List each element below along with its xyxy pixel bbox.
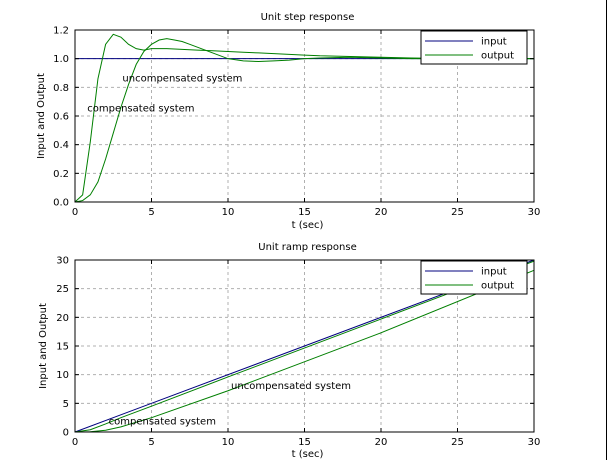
x-axis-label: t (sec)	[292, 220, 324, 231]
legend-label-output: output	[481, 51, 514, 62]
y-tick-label: 0.2	[53, 169, 69, 180]
y-tick-label: 0	[63, 428, 69, 439]
annotation-2: compensated system	[109, 417, 216, 428]
x-tick-label: 30	[528, 437, 541, 448]
y-tick-label: 0.6	[53, 112, 69, 123]
y-tick-label: 5	[63, 399, 69, 410]
y-axis-label: Input and Output	[36, 73, 47, 159]
chart-title: Unit ramp response	[258, 242, 356, 253]
legend-label-input: input	[481, 267, 507, 278]
x-tick-label: 10	[222, 437, 235, 448]
x-tick-label: 25	[451, 207, 464, 218]
chart-2: 0 5 10 15 20 25 30 0 5 10 15 20 25 30 Unit ramp respon…	[38, 242, 540, 460]
y-tick-label: 0.4	[53, 140, 69, 151]
y-tick-label: 0.8	[53, 83, 69, 94]
series-line-output-3	[74, 38, 534, 203]
series-line-output-3	[74, 269, 535, 433]
y-tick-label: 0.0	[53, 198, 69, 209]
y-tick-label: 1.2	[53, 26, 69, 37]
right-frame-edge	[606, 0, 607, 460]
x-tick-label: 5	[148, 207, 154, 218]
y-tick-label: 15	[56, 342, 69, 353]
x-tick-label: 25	[451, 437, 464, 448]
annotation-1: uncompensated system	[231, 381, 351, 392]
x-tick-label: 15	[298, 437, 311, 448]
x-tick-label: 20	[375, 437, 388, 448]
x-tick-label: 15	[298, 207, 311, 218]
chart-1: 0 5 10 15 20 25 30 0.0 0.2 0.4 0.6 0.8 1.0 1.2 Unit st…	[36, 12, 540, 231]
y-tick-label: 10	[56, 370, 69, 381]
y-tick-label: 20	[56, 313, 69, 324]
x-tick-label: 5	[148, 437, 154, 448]
legend-box	[420, 260, 528, 295]
legend-label-output: output	[481, 281, 514, 292]
x-tick-label: 30	[528, 207, 541, 218]
y-tick-label: 25	[56, 284, 69, 295]
legend-label-input: input	[481, 37, 507, 48]
series-line-output-2	[74, 260, 535, 433]
x-tick-label: 10	[222, 207, 235, 218]
annotation-2: compensated system	[87, 104, 194, 115]
annotation-1: uncompensated system	[122, 74, 242, 85]
legend-box	[420, 30, 528, 65]
chart-title: Unit step response	[261, 12, 355, 23]
y-tick-label: 1.0	[53, 54, 69, 65]
x-axis-label: t (sec)	[292, 449, 324, 460]
y-axis-label: Input and Output	[38, 303, 49, 389]
y-tick-label: 30	[56, 256, 69, 267]
x-tick-label: 20	[375, 207, 388, 218]
x-tick-label: 0	[72, 207, 78, 218]
x-tick-label: 0	[72, 437, 78, 448]
